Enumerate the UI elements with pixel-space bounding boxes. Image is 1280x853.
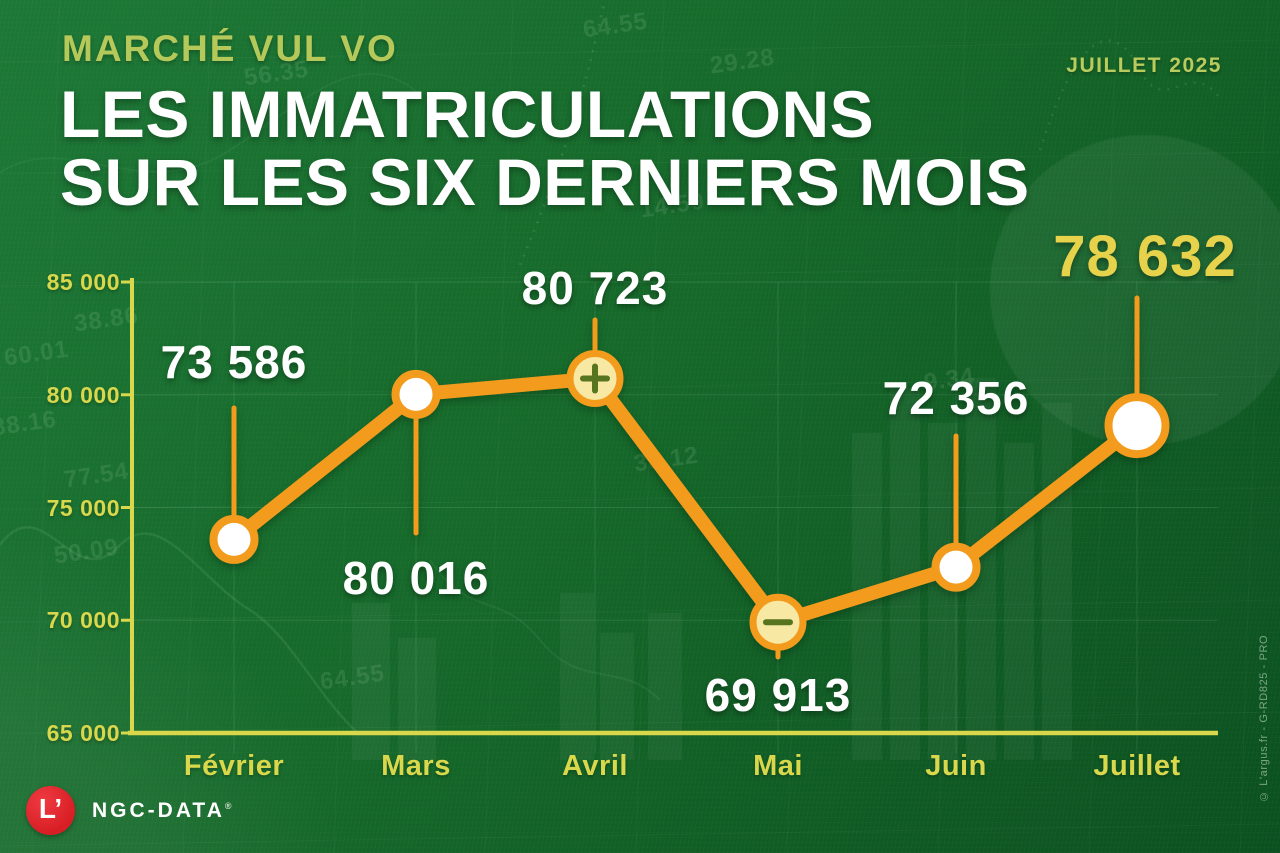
y-axis-tick-label: 85 000 (46, 269, 120, 295)
title-line-1: LES IMMATRICULATIONS (60, 77, 875, 151)
y-axis-tick-label: 80 000 (46, 381, 120, 408)
value-label-mars: 80 016 (342, 552, 490, 604)
date-label: JUILLET 2025 (1066, 54, 1222, 77)
registered-mark: ® (224, 801, 232, 811)
x-axis-label-juin: Juin (925, 750, 987, 782)
series-line (227, 371, 1144, 630)
page-title: LES IMMATRICULATIONS SUR LES SIX DERNIER… (60, 80, 1030, 216)
chart-axes (121, 278, 1218, 736)
data-point-juillet (1104, 393, 1170, 459)
value-label-avril: 80 723 (521, 262, 669, 314)
data-point-mars (391, 369, 441, 419)
largus-logo: L’ (26, 786, 75, 835)
value-label-février: 73 586 (160, 336, 308, 388)
y-axis-tick-label: 70 000 (46, 607, 120, 634)
value-label-mai: 69 913 (704, 669, 852, 721)
brand-name: NGC-DATA® (92, 799, 232, 823)
x-axis-label-mars: Mars (381, 750, 451, 782)
x-axis-label-juillet: Juillet (1093, 750, 1181, 782)
data-point-février (209, 514, 259, 564)
value-label-juillet: 78 632 (1053, 224, 1237, 289)
y-axis-tick-label: 65 000 (46, 720, 120, 746)
data-point-juin (931, 542, 981, 592)
value-label-juin: 72 356 (882, 372, 1030, 424)
copyright-credit: © L'argus.fr - G-RD825 - PRO (1258, 634, 1270, 802)
largus-logo-letter: L’ (38, 793, 63, 824)
data-series (209, 295, 1170, 660)
y-axis-tick-label: 75 000 (46, 494, 120, 521)
brand-text: NGC-DATA (92, 799, 225, 822)
title-line-2: SUR LES SIX DERNIERS MOIS (60, 145, 1030, 219)
bg-curves (0, 0, 1219, 736)
x-axis-label-mai: Mai (753, 750, 803, 782)
x-axis-label-février: Février (183, 750, 285, 782)
market-kicker: MARCHÉ VUL VO (62, 28, 398, 69)
x-axis-label-avril: Avril (562, 750, 628, 782)
